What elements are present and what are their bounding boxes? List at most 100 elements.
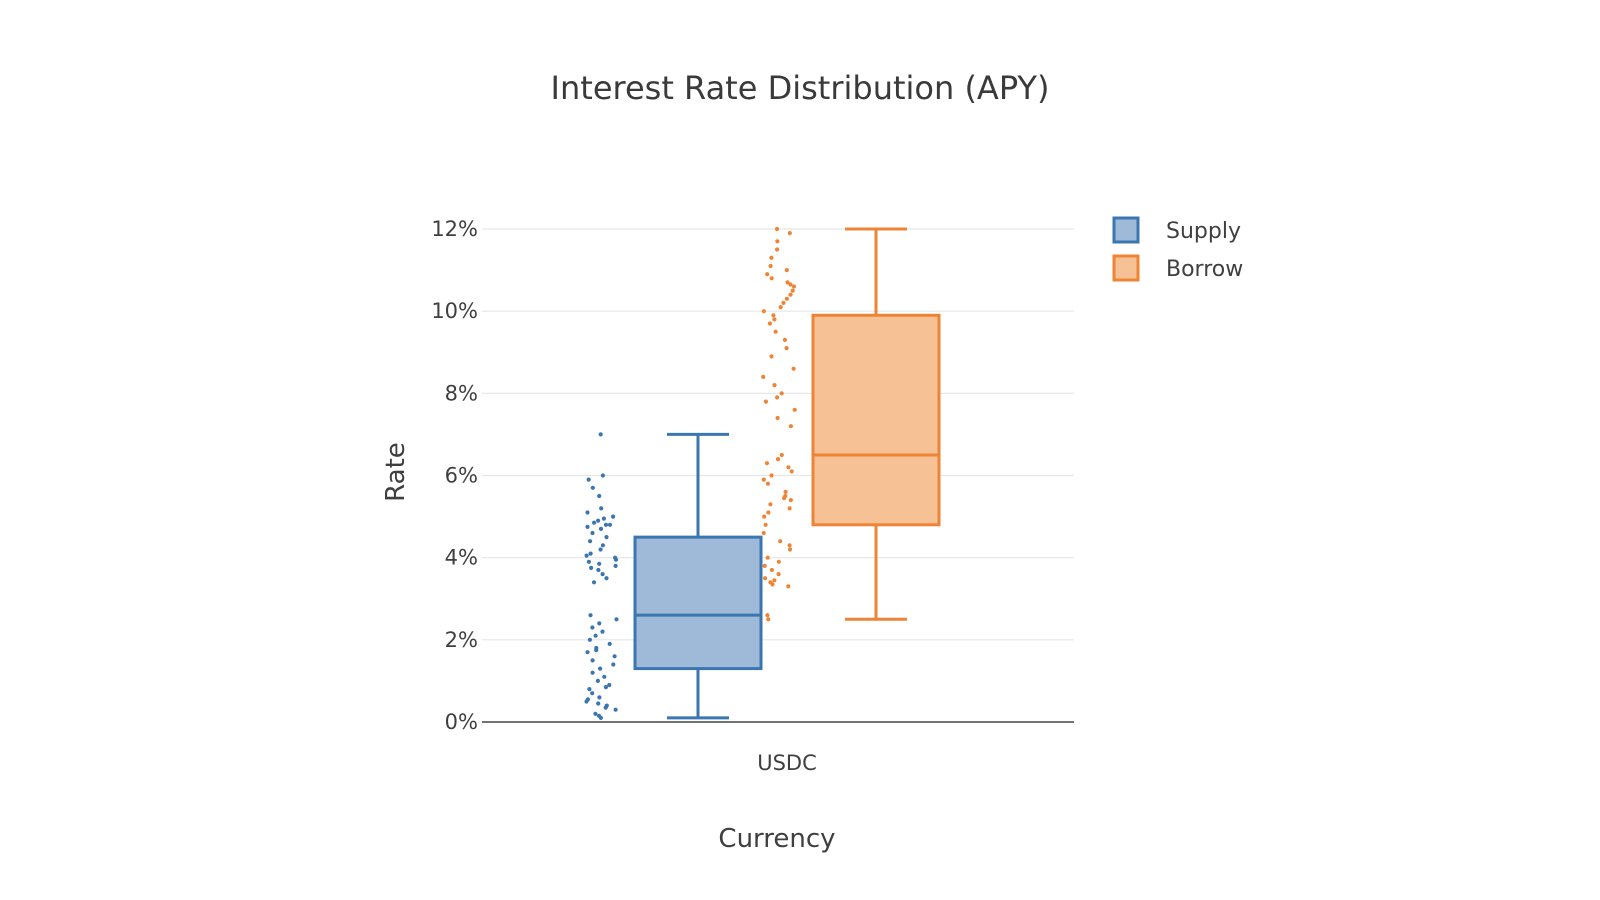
legend-label-borrow: Borrow xyxy=(1166,257,1243,282)
y-tick-label-6: 6% xyxy=(445,464,478,488)
supply-point-15 xyxy=(590,530,595,536)
supply-point-18 xyxy=(600,543,606,548)
legend-swatch-supply xyxy=(1112,216,1140,244)
supply-point-24 xyxy=(586,559,592,564)
borrow-point-12 xyxy=(790,288,795,293)
supply-point-25 xyxy=(597,561,602,566)
supply-point-26 xyxy=(613,563,618,569)
supply-point-42 xyxy=(585,650,590,655)
x-axis-title: Currency xyxy=(718,824,835,854)
borrow-point-36 xyxy=(764,461,770,466)
legend-swatch-borrow xyxy=(1112,254,1140,282)
supply-point-1 xyxy=(600,473,606,478)
supply-point-31 xyxy=(591,580,597,585)
legend-label-supply: Supply xyxy=(1166,219,1241,244)
borrow-point-29 xyxy=(775,395,780,400)
borrow-point-58 xyxy=(769,567,775,573)
supply-point-34 xyxy=(597,621,602,626)
borrow-point-19 xyxy=(772,317,777,322)
borrow-point-16 xyxy=(778,305,783,310)
borrow-point-2 xyxy=(775,239,780,244)
jitter-points xyxy=(584,226,797,721)
y-tick-label-12: 12% xyxy=(431,217,478,241)
supply-point-10 xyxy=(592,520,597,525)
borrow-point-64 xyxy=(786,584,791,589)
borrow-point-59 xyxy=(776,572,781,577)
supply-point-27 xyxy=(589,565,594,571)
supply-point-12 xyxy=(603,522,609,527)
y-axis-title: Rate xyxy=(381,442,411,502)
supply-point-13 xyxy=(585,524,590,530)
supply-point-14 xyxy=(598,526,604,532)
legend-item-supply[interactable]: Supply xyxy=(1112,216,1241,244)
supply-point-41 xyxy=(594,648,599,653)
supply-point-35 xyxy=(590,625,595,630)
borrow-point-21 xyxy=(773,329,778,334)
supply-point-52 xyxy=(587,687,592,692)
supply-point-59 xyxy=(603,705,608,710)
supply-point-36 xyxy=(600,629,605,634)
borrow-point-39 xyxy=(769,473,774,478)
supply-point-21 xyxy=(584,553,589,558)
supply-point-3 xyxy=(590,485,595,490)
supply-point-0 xyxy=(598,432,603,437)
supply-point-17 xyxy=(588,539,593,544)
borrow-point-34 xyxy=(779,452,784,458)
borrow-point-33 xyxy=(788,424,794,429)
supply-point-20 xyxy=(588,551,593,556)
borrow-point-54 xyxy=(787,547,793,552)
borrow-point-28 xyxy=(779,391,784,396)
borrow-box xyxy=(811,313,941,527)
borrow-point-61 xyxy=(772,578,777,583)
supply-point-56 xyxy=(584,699,589,704)
supply-box xyxy=(633,535,763,671)
supply-point-38 xyxy=(587,637,593,642)
borrow-point-11 xyxy=(791,284,797,289)
supply-point-6 xyxy=(585,510,590,515)
borrow-point-60 xyxy=(763,576,768,581)
borrow-point-13 xyxy=(788,292,793,297)
supply-point-61 xyxy=(593,711,598,716)
borrow-point-7 xyxy=(765,272,770,277)
supply-point-28 xyxy=(596,567,601,573)
supply-point-50 xyxy=(607,682,612,688)
borrow-point-50 xyxy=(763,522,768,527)
borrow-point-65 xyxy=(765,613,770,618)
borrow-point-53 xyxy=(787,543,792,548)
borrow-point-48 xyxy=(766,510,771,515)
x-tick-label-usdc: USDC xyxy=(757,751,817,775)
supply-point-29 xyxy=(600,572,605,577)
supply-point-51 xyxy=(603,685,609,690)
borrow-point-26 xyxy=(761,374,766,379)
supply-point-30 xyxy=(604,576,609,581)
supply-point-7 xyxy=(611,514,616,519)
supply-point-32 xyxy=(588,613,593,618)
borrow-point-45 xyxy=(788,498,793,503)
borrow-point-35 xyxy=(775,457,781,462)
borrow-point-30 xyxy=(763,399,769,404)
borrow-point-51 xyxy=(761,530,766,536)
supply-point-39 xyxy=(607,641,612,647)
y-axis-ticks: 0% 2% 4% 6% 8% 10% 12% xyxy=(431,217,478,734)
borrow-point-37 xyxy=(786,465,791,470)
supply-point-47 xyxy=(590,670,595,675)
supply-point-46 xyxy=(598,666,603,671)
chart-title: Interest Rate Distribution (APY) xyxy=(551,69,1050,107)
borrow-point-27 xyxy=(772,383,777,388)
borrow-point-44 xyxy=(782,496,787,501)
borrow-point-46 xyxy=(768,502,773,507)
supply-point-48 xyxy=(602,674,607,679)
y-tick-label-8: 8% xyxy=(445,381,478,405)
supply-point-4 xyxy=(597,493,602,499)
borrow-point-9 xyxy=(785,280,790,285)
borrow-point-14 xyxy=(784,296,790,301)
y-tick-label-4: 4% xyxy=(445,546,478,570)
y-tick-label-10: 10% xyxy=(431,299,478,323)
borrow-point-38 xyxy=(789,469,794,474)
borrow-point-1 xyxy=(787,231,792,236)
borrow-point-20 xyxy=(767,321,773,326)
legend-item-borrow[interactable]: Borrow xyxy=(1112,254,1243,282)
supply-point-33 xyxy=(614,617,619,622)
supply-point-49 xyxy=(595,678,601,684)
